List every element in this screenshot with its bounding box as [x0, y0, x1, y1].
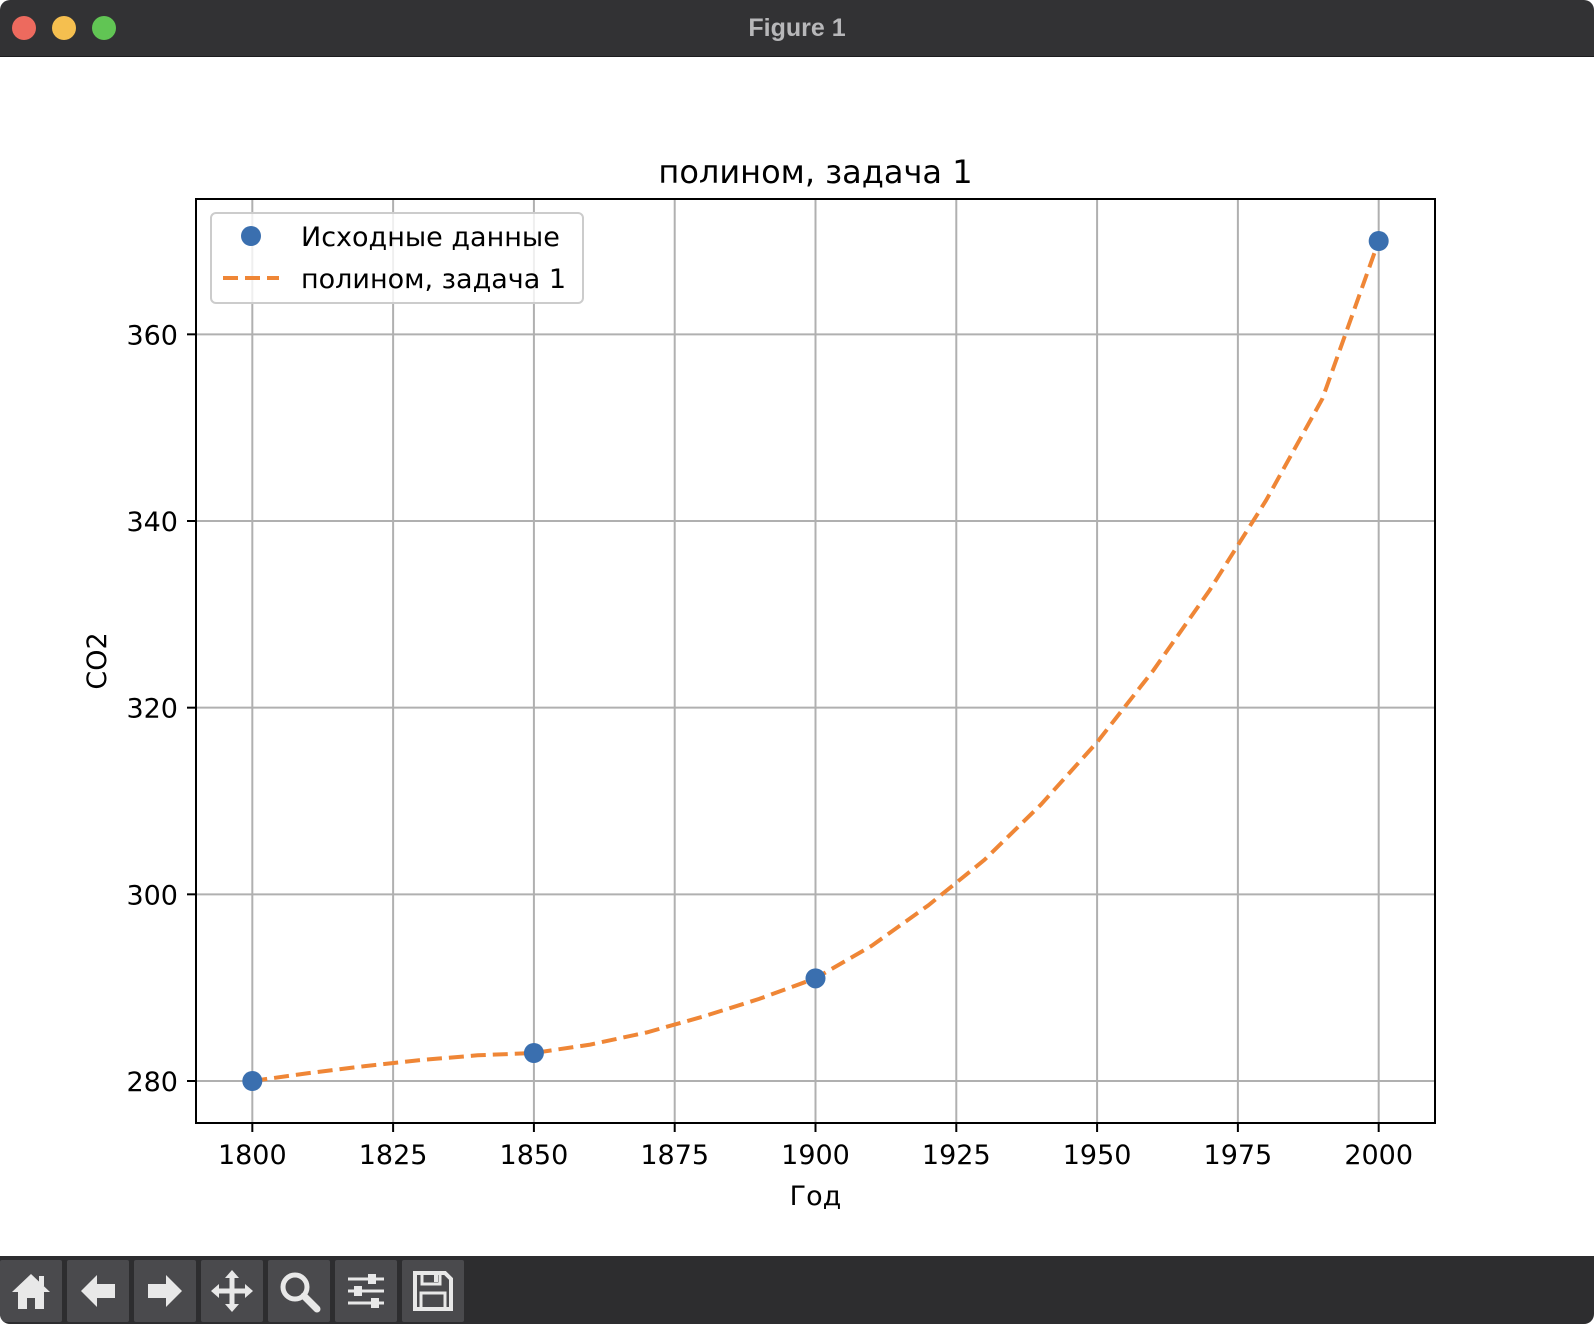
configure-subplots-button[interactable] — [335, 1260, 397, 1322]
y-tick-label: 360 — [126, 320, 178, 351]
zoom-button[interactable] — [268, 1260, 330, 1322]
x-tick-label: 1850 — [500, 1140, 569, 1171]
x-tick-label: 1800 — [218, 1140, 287, 1171]
save-floppy-icon — [413, 1271, 453, 1311]
y-axis-ticks: 280 300 320 340 360 — [126, 320, 196, 1098]
series-layer — [242, 231, 1389, 1091]
data-point — [523, 1043, 544, 1063]
navigation-toolbar — [0, 1256, 1594, 1324]
x-axis-label: Год — [790, 1181, 842, 1212]
x-tick-label: 1925 — [922, 1140, 991, 1171]
chart-title: полином, задача 1 — [658, 153, 972, 191]
zoom-magnifier-icon — [280, 1272, 321, 1313]
x-tick-label: 1950 — [1063, 1140, 1132, 1171]
x-axis-ticks: 1800 1825 1850 1875 1900 1925 1950 1975 2000 — [218, 1123, 1413, 1171]
legend[interactable]: Исходные данные полином, задача 1 — [210, 212, 584, 304]
y-tick-label: 300 — [126, 880, 178, 911]
data-point — [242, 1071, 263, 1091]
y-tick-label: 340 — [126, 507, 178, 538]
window-title: Figure 1 — [748, 14, 846, 42]
minimize-window-button[interactable] — [52, 16, 76, 40]
forward-arrow-icon — [148, 1275, 182, 1307]
back-arrow-icon — [81, 1275, 115, 1307]
configure-subplots-icon — [348, 1274, 384, 1308]
back-button[interactable] — [67, 1260, 129, 1322]
x-tick-label: 1975 — [1204, 1140, 1273, 1171]
legend-label-original-data: Исходные данные — [301, 222, 560, 253]
save-button[interactable] — [402, 1260, 464, 1322]
x-tick-label: 1825 — [359, 1140, 428, 1171]
y-tick-label: 320 — [126, 694, 178, 725]
close-window-button[interactable] — [12, 16, 36, 40]
title-bar[interactable]: Figure 1 — [0, 0, 1594, 57]
y-tick-label: 280 — [126, 1067, 178, 1098]
home-icon — [12, 1274, 50, 1309]
data-point — [805, 968, 826, 989]
forward-button[interactable] — [134, 1260, 196, 1322]
data-point — [1368, 231, 1389, 251]
x-tick-label: 1875 — [640, 1140, 709, 1171]
chart-svg: 1800 1825 1850 1875 1900 1925 1950 1975 2000 280… — [82, 153, 1436, 1212]
legend-marker-original-data — [241, 226, 261, 246]
legend-box — [210, 212, 584, 304]
x-tick-label: 1900 — [781, 1140, 850, 1171]
pan-move-icon — [211, 1270, 253, 1312]
pan-button[interactable] — [201, 1260, 263, 1322]
maximize-window-button[interactable] — [92, 16, 116, 40]
legend-label-polynomial: полином, задача 1 — [301, 264, 566, 295]
x-tick-label: 2000 — [1344, 1140, 1413, 1171]
figure-canvas[interactable]: 1800 1825 1850 1875 1900 1925 1950 1975 2000 280… — [0, 57, 1594, 1255]
y-axis-label: CO2 — [82, 632, 113, 689]
home-button[interactable] — [0, 1260, 62, 1322]
